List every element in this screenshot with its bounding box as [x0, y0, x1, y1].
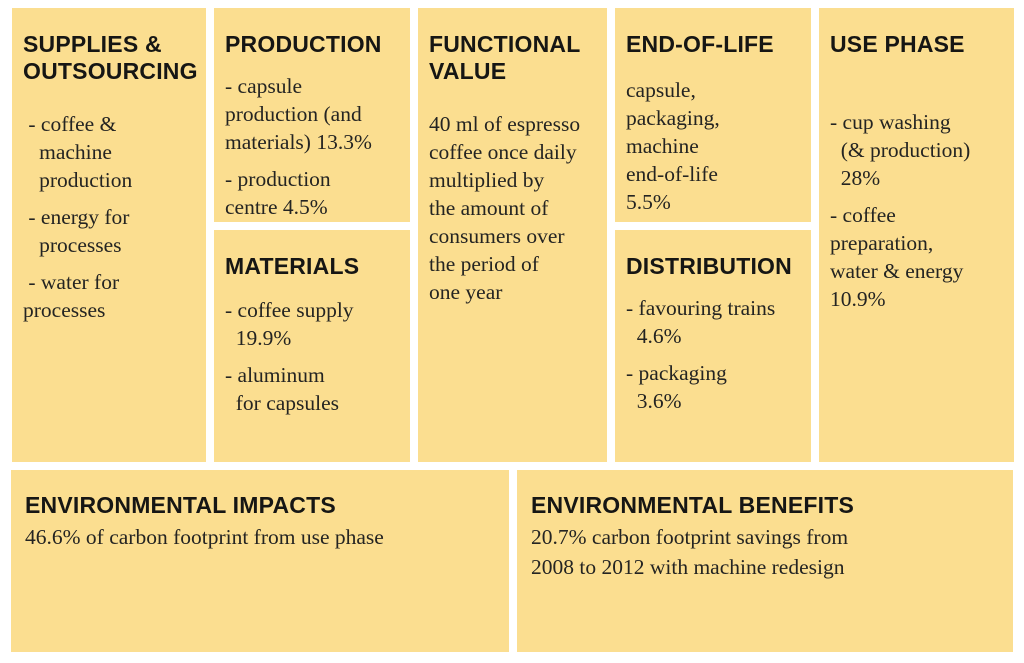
box-environmental-impacts: ENVIRONMENTAL IMPACTS 46.6% of carbon fo… [11, 470, 509, 652]
use-phase-title: USE PHASE [830, 31, 965, 57]
box-supplies-outsourcing: SUPPLIES & OUTSOURCING - coffee & machin… [12, 8, 206, 462]
environmental-benefits-title: ENVIRONMENTAL BENEFITS [531, 492, 855, 518]
materials-items: - coffee supply 19.9% - aluminum for cap… [225, 296, 400, 417]
materials-title: MATERIALS [225, 253, 360, 279]
supplies-item: - energy for processes [28, 205, 130, 257]
use-phase-item: - cup washing (& production) 28% [830, 110, 971, 190]
box-use-phase: USE PHASE - cup washing (& production) 2… [819, 8, 1014, 462]
distribution-title: DISTRIBUTION [626, 253, 792, 279]
functional-value-title: FUNCTIONAL VALUE [429, 31, 581, 84]
box-functional-value: FUNCTIONAL VALUE 40 ml of espresso coffe… [418, 8, 607, 462]
distribution-item: - favouring trains 4.6% [626, 296, 776, 348]
box-materials: MATERIALS - coffee supply 19.9% - alumin… [214, 230, 410, 462]
box-environmental-benefits: ENVIRONMENTAL BENEFITS 20.7% carbon foot… [517, 470, 1013, 652]
materials-item: - coffee supply 19.9% [225, 298, 354, 350]
environmental-benefits-body: 20.7% carbon footprint savings from 2008… [531, 525, 849, 579]
use-phase-items: - cup washing (& production) 28% - coffe… [830, 108, 1004, 313]
end-of-life-body: capsule, packaging, machine end-of-life … [626, 78, 720, 214]
production-items: - capsule production (and materials) 13.… [225, 72, 400, 221]
end-of-life-title: END-OF-LIFE [626, 31, 774, 57]
environmental-impacts-body: 46.6% of carbon footprint from use phase [25, 525, 384, 549]
supplies-outsourcing-title: SUPPLIES & OUTSOURCING [23, 31, 198, 84]
supplies-outsourcing-items: - coffee & machine production - energy f… [23, 110, 196, 324]
supplies-item: - water for processes [23, 270, 120, 322]
production-item: - capsule production (and materials) 13.… [225, 74, 372, 154]
production-item: - production centre 4.5% [225, 167, 331, 219]
use-phase-item: - coffee preparation, water & energy 10.… [830, 203, 964, 311]
supplies-item: - coffee & machine production [28, 112, 133, 192]
box-end-of-life: END-OF-LIFE capsule, packaging, machine … [615, 8, 811, 222]
distribution-item: - packaging 3.6% [626, 361, 727, 413]
materials-item: - aluminum for capsules [225, 363, 340, 415]
environmental-impacts-title: ENVIRONMENTAL IMPACTS [25, 492, 336, 518]
production-title: PRODUCTION [225, 31, 382, 57]
box-production: PRODUCTION - capsule production (and mat… [214, 8, 410, 222]
distribution-items: - favouring trains 4.6% - packaging 3.6% [626, 294, 801, 415]
box-distribution: DISTRIBUTION - favouring trains 4.6% - p… [615, 230, 811, 462]
functional-value-body: 40 ml of espresso coffee once daily mult… [429, 112, 581, 304]
